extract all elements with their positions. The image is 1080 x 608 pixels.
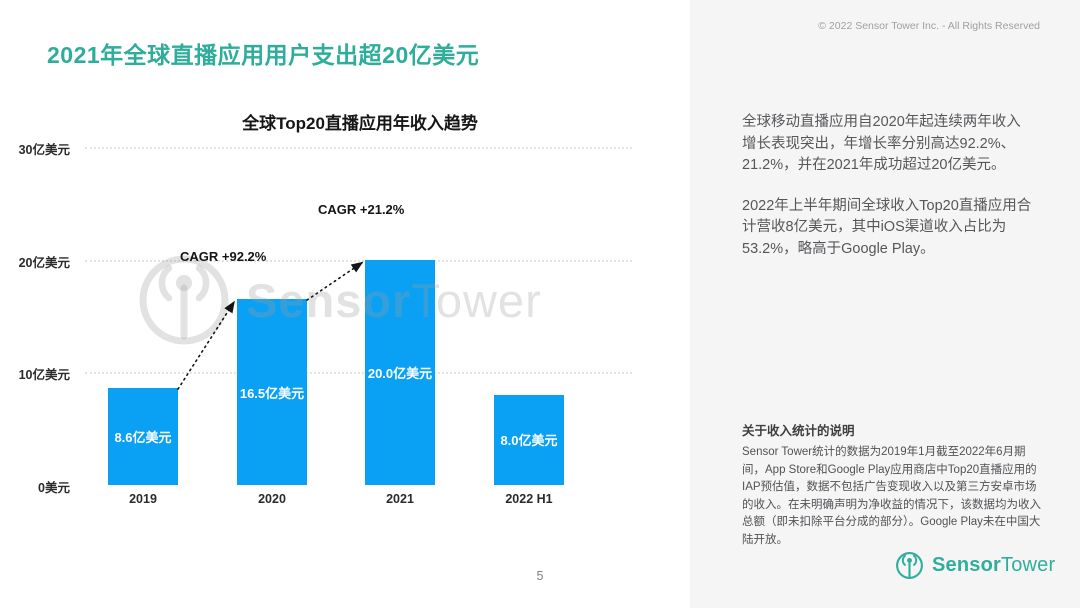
sensortower-logo: SensorTower — [895, 551, 1055, 580]
summary-panel: © 2022 Sensor Tower Inc. - All Rights Re… — [690, 0, 1080, 608]
summary-paragraph-1: 全球移动直播应用自2020年起连续两年收入增长表现突出，年增长率分别高达92.2… — [742, 114, 1021, 173]
chart-title: 全球Top20直播应用年收入趋势 — [242, 114, 478, 133]
y-tick-label: 30亿美元 — [18, 143, 70, 157]
bar-value-label: 8.0亿美元 — [500, 433, 558, 449]
page-title: 2021年全球直播应用用户支出超20亿美元 — [47, 42, 480, 68]
x-axis-label: 2020 — [258, 492, 286, 506]
sensortower-logo-text: SensorTower — [932, 554, 1056, 576]
chart-area: 2021年全球直播应用用户支出超20亿美元 全球Top20直播应用年收入趋势 3… — [18, 42, 632, 583]
sensortower-logo-icon — [895, 551, 924, 580]
growth-arrow — [306, 261, 364, 301]
gridline — [85, 372, 632, 374]
bar-2022 H1: 8.0亿美元 — [494, 394, 564, 485]
summary-text: 全球移动直播应用自2020年起连续两年收入增长表现突出，年增长率分别高达92.2… — [742, 112, 1034, 279]
revenue-trend-chart: 全球Top20直播应用年收入趋势 30亿美元 20亿美元 10亿美元 0美元 8.6亿… — [18, 114, 632, 506]
y-tick-label: 10亿美元 — [18, 368, 70, 382]
copyright-notice: © 2022 Sensor Tower Inc. - All Rights Re… — [818, 20, 1040, 32]
bar-2020: 16.5亿美元 — [237, 299, 307, 485]
bar-value-label: 20.0亿美元 — [367, 365, 433, 381]
bar-2019: 8.6亿美元 — [108, 388, 178, 485]
y-tick-label: 20亿美元 — [18, 256, 70, 270]
gridline — [85, 147, 632, 149]
x-axis-label: 2021 — [386, 492, 414, 506]
cagr-annotation-2019-2020: CAGR +92.2% — [180, 249, 267, 264]
x-axis-label: 2022 H1 — [505, 492, 553, 506]
bar-2021: 20.0亿美元 — [365, 259, 435, 485]
page-number: 5 — [536, 569, 544, 583]
growth-arrow — [177, 300, 235, 390]
sensortower-watermark: SensorTower — [136, 252, 542, 348]
growth-arrows — [177, 261, 364, 390]
bar-value-label: 16.5亿美元 — [239, 385, 305, 401]
x-axis-label: 2019 — [129, 492, 157, 506]
sensortower-watermark-icon — [136, 252, 232, 348]
bar-value-label: 8.6亿美元 — [114, 430, 172, 446]
gridline — [85, 260, 632, 262]
note-body: Sensor Tower统计的数据为2019年1月截至2022年6月期间，App… — [742, 446, 1041, 546]
cagr-annotation-2020-2021: CAGR +21.2% — [318, 202, 405, 217]
methodology-note: 关于收入统计的说明 Sensor Tower统计的数据为2019年1月截至202… — [742, 420, 1044, 549]
y-tick-label: 0美元 — [38, 481, 70, 495]
summary-paragraph-2: 2022年上半年期间全球收入Top20直播应用合计营收8亿美元，其中iOS渠道收… — [742, 197, 1032, 257]
note-title: 关于收入统计的说明 — [742, 424, 855, 438]
